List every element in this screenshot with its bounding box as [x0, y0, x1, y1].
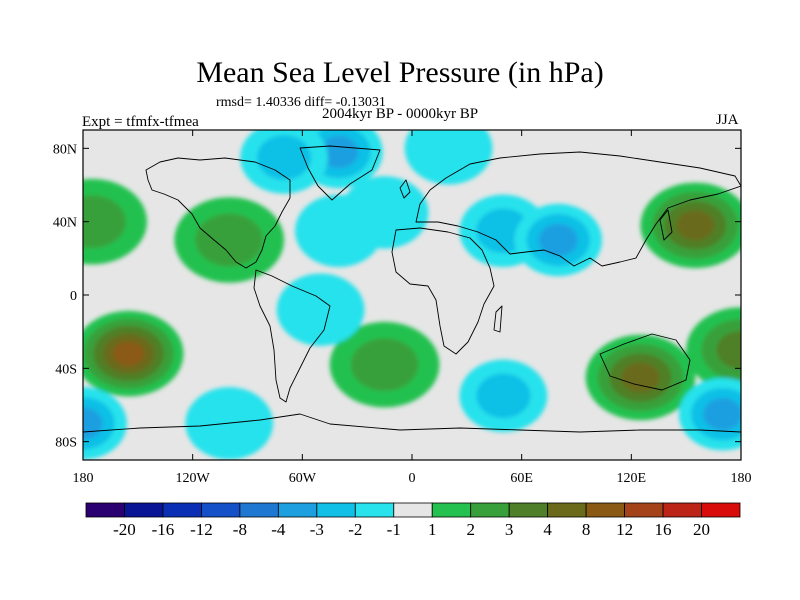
colorbar-swatch [393, 502, 433, 518]
colorbar-swatch [239, 502, 279, 518]
coast-eurasia [415, 151, 741, 267]
colorbar-label: 12 [616, 520, 633, 539]
anomaly-18-level-0 [340, 176, 429, 249]
anomaly-0 [83, 178, 147, 265]
anomaly-13-level-0 [404, 130, 493, 185]
colorbar-label: -16 [152, 520, 175, 539]
anomaly-4 [585, 334, 696, 421]
coast-antarctica [83, 413, 741, 433]
period-text: 2004kyr BP - 0000kyr BP [322, 106, 479, 122]
axis-ticks [82, 130, 742, 460]
coast-madagascar [493, 305, 503, 333]
colorbar-label: 16 [655, 520, 672, 539]
colorbar-swatch [277, 502, 318, 518]
colorbar-label: 8 [582, 520, 591, 539]
anomaly-16 [276, 273, 365, 346]
anomaly-1-level-1 [195, 213, 263, 267]
colorbar-swatch [585, 502, 625, 518]
colorbar-label: -12 [190, 520, 213, 539]
anomaly-0-level-1 [83, 195, 126, 248]
colorbar-swatch [431, 502, 472, 518]
lat-tick-label: 80N [53, 142, 77, 157]
contour-layer [83, 130, 741, 460]
anomaly-6 [640, 182, 741, 269]
anomaly-3 [329, 321, 440, 408]
lon-tick-label: 180 [73, 471, 94, 486]
anomaly-3-level-1 [350, 338, 419, 391]
anomaly-15-level-2 [538, 223, 578, 257]
anomaly-2 [83, 310, 184, 397]
anomaly-18 [340, 176, 429, 249]
anomaly-6-level-3 [676, 210, 715, 241]
season-label: JJA [716, 112, 739, 128]
colorbar-swatch [316, 502, 356, 518]
anomaly-1 [174, 197, 285, 283]
coast-south-america [253, 269, 331, 403]
lat-tick-label: 0 [70, 289, 77, 304]
anomaly-16-level-0 [276, 273, 365, 346]
colorbar-label: 4 [543, 520, 552, 539]
experiment-label: Expt = tfmfx-tfmea [82, 114, 199, 130]
anomaly-4-level-3 [621, 362, 660, 393]
anomaly-2-level-4 [113, 341, 145, 366]
lon-tick-label: 0 [409, 471, 416, 486]
lon-tick-label: 120E [617, 471, 647, 486]
colorbar-swatch [470, 502, 510, 518]
colorbar-swatch [124, 502, 164, 518]
coast-north-america [145, 157, 291, 269]
anomaly-11-level-2 [319, 135, 359, 169]
coastlines [83, 145, 741, 433]
coast-uk [399, 179, 411, 199]
coast-australia [599, 333, 691, 391]
colorbar-swatch [85, 502, 125, 518]
colorbar-swatch [508, 502, 549, 518]
colorbar-label: -4 [271, 520, 286, 539]
colorbar-swatch [354, 502, 395, 518]
coast-africa [391, 227, 495, 355]
anomaly-5-level-2 [716, 330, 741, 370]
plot-title: Mean Sea Level Pressure (in hPa) [196, 56, 604, 89]
anomaly-12 [240, 130, 328, 194]
colorbar: -20 -16 -12 -8 -4 -3 -2 -1 1 2 3 4 8 12 16 20 [85, 502, 741, 539]
stats-text: rmsd= 1.40336 diff= -0.13031 [216, 95, 386, 110]
lon-tick-label: 60E [510, 471, 533, 486]
colorbar-swatch [701, 502, 741, 518]
colorbar-label: 2 [466, 520, 475, 539]
colorbar-swatch [162, 502, 202, 518]
anomaly-9 [459, 359, 548, 433]
coast-greenland [299, 145, 381, 201]
lat-tick-label: 80S [55, 436, 77, 451]
colorbar-label: -1 [387, 520, 401, 539]
anomaly-10 [678, 377, 741, 451]
colorbar-swatch [662, 502, 702, 518]
lon-tick-label: 120W [176, 471, 211, 486]
anomaly-15 [514, 203, 603, 277]
colorbar-label: 3 [505, 520, 514, 539]
coast-japan [659, 209, 673, 241]
anomaly-10-level-2 [703, 398, 741, 431]
colorbar-label: -20 [113, 520, 136, 539]
colorbar-swatch [201, 502, 241, 518]
anomaly-12-level-1 [257, 135, 312, 180]
colorbar-label: -8 [233, 520, 247, 539]
anomaly-9-level-1 [476, 373, 531, 419]
lat-tick-label: 40S [55, 362, 77, 377]
lon-tick-label: 180 [731, 471, 752, 486]
lat-tick-label: 40N [53, 216, 77, 231]
tick-labels: 80N 40N 0 40S 80S 180 120W 60W 0 60E 120E 180 [53, 142, 752, 486]
anomaly-5 [686, 307, 741, 393]
colorbar-label: 1 [428, 520, 437, 539]
colorbar-swatch [624, 502, 664, 518]
colorbar-label: -3 [310, 520, 324, 539]
colorbar-swatch [547, 502, 587, 518]
anomaly-13 [404, 130, 493, 185]
lon-tick-label: 60W [289, 471, 317, 486]
colorbar-label: 20 [693, 520, 710, 539]
colorbar-label: -2 [348, 520, 362, 539]
